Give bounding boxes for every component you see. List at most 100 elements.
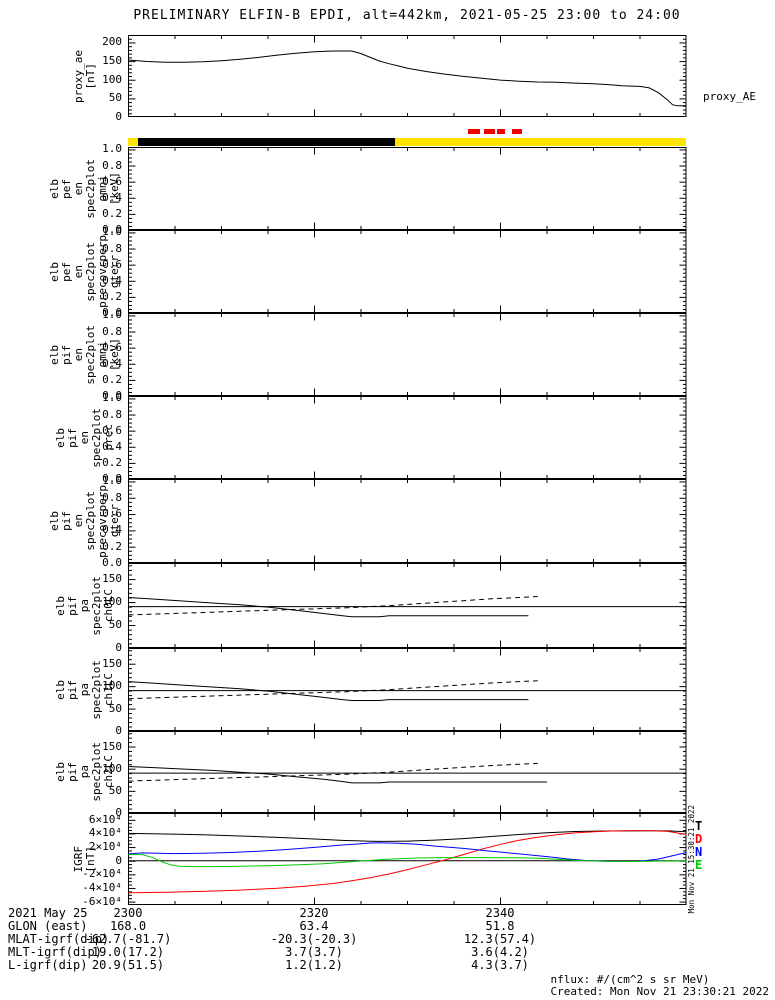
- legend-D: D: [695, 832, 703, 846]
- ytick-label-igrf: 2×10⁴: [88, 840, 122, 854]
- series-proxy_AE: [128, 50, 687, 107]
- panel-pef_precovrperp: [128, 230, 687, 313]
- footer: nflux: #/(cm^2 s sr MeV) Created: Mon No…: [550, 974, 769, 998]
- flag-red-dash: [512, 129, 523, 134]
- ytick-label-proxy_ae: 200: [102, 35, 122, 49]
- ytick-label-igrf: 6×10⁴: [88, 812, 122, 826]
- side-timestamp-text: Mon Nov 21 15:30:21 2022: [687, 804, 696, 914]
- ytick-label-pef_omni: 0.2: [102, 206, 122, 220]
- ytick-label-pef_precovrperp: 0.4: [102, 273, 122, 287]
- bottom-row-label: GLON (east): [8, 919, 88, 933]
- panel-ch0lc: [128, 563, 687, 648]
- bottom-row-value: 3.6(4.2): [471, 945, 529, 959]
- ytick-label-pif_prec: 0.8: [102, 407, 122, 421]
- ytick-label-pef_precovrperp: 0.2: [102, 289, 122, 303]
- bottom-row-value: 2340: [485, 906, 515, 920]
- ytick-label-proxy_ae: 100: [102, 72, 122, 86]
- ytick-label-ch1lc: 50: [108, 701, 122, 715]
- ytick-label-ch0lc: 100: [102, 595, 122, 609]
- ytick-label-pif_prec: 0.0: [102, 472, 122, 485]
- flag-bar-yellow: [128, 138, 686, 146]
- ytick-label-ch2lc: 100: [102, 761, 122, 775]
- ytick-label-proxy_ae: 0: [115, 110, 122, 123]
- ytick-label-pif_omni: 0.8: [102, 324, 122, 338]
- ytick-label-pif_prec: 0.6: [102, 423, 122, 437]
- panel-pif_precovrperp: [128, 479, 687, 563]
- bottom-row-value: 1.2(1.2): [285, 958, 343, 972]
- ytick-label-pif_precovrperp: 1.0: [102, 474, 122, 488]
- flag-red-dash: [468, 129, 480, 134]
- bottom-row-value: 168.0: [109, 919, 147, 933]
- ytick-label-ch0lc: 0: [115, 641, 122, 654]
- ytick-label-pif_precovrperp: 0.4: [102, 523, 122, 537]
- series-ch0-solid: [128, 597, 529, 618]
- ytick-label-pef_precovrperp: 1.0: [102, 225, 122, 239]
- ytick-label-pef_omni: 0.6: [102, 174, 122, 188]
- ytick-label-ch2lc: 50: [108, 783, 122, 797]
- bottom-row-label: MLAT-igrf(dip): [8, 932, 110, 946]
- ytick-label-ch1lc: 0: [115, 724, 122, 737]
- ytick-label-ch0lc: 150: [102, 572, 122, 586]
- series-ch1-dashed: [128, 680, 538, 700]
- ytick-label-pef_precovrperp: 0.6: [102, 257, 122, 271]
- ytick-label-ch1lc: 100: [102, 679, 122, 693]
- plot-title: PRELIMINARY ELFIN-B EPDI, alt=442km, 202…: [133, 8, 681, 23]
- ytick-label-proxy_ae: 150: [102, 54, 122, 68]
- panel-pef_omni: [128, 147, 687, 230]
- ytick-label-pif_omni: 0.4: [102, 356, 122, 370]
- ytick-label-pif_prec: 0.4: [102, 439, 122, 453]
- footer-units-label: nflux: #/(cm^2 s sr MeV): [550, 973, 710, 986]
- ytick-label-igrf: 0: [115, 853, 122, 867]
- ytick-label-pif_precovrperp: 0.8: [102, 490, 122, 504]
- footer-created-label: Created: Mon Nov 21 23:30:21 2022: [550, 985, 769, 998]
- proxy-ae-right-label: proxy_AE: [703, 90, 756, 103]
- side-timestamp: Mon Nov 21 15:30:21 2022: [687, 805, 696, 913]
- legend-N: N: [695, 845, 703, 859]
- panel-ch1lc: [128, 648, 687, 731]
- ytick-label-pif_precovrperp: 0.0: [102, 556, 122, 569]
- ytick-label-pif_precovrperp: 0.2: [102, 539, 122, 553]
- ytick-label-proxy_ae: 50: [108, 91, 122, 105]
- ytick-label-ch2lc: 150: [102, 739, 122, 753]
- ytick-label-pif_omni: 0.6: [102, 340, 122, 354]
- ytick-label-igrf: -6×10⁴: [82, 894, 122, 908]
- flag-red-dash: [484, 129, 496, 134]
- ytick-label-pef_omni: 0.8: [102, 158, 122, 172]
- bottom-row-value: 19.0(17.2): [91, 945, 165, 959]
- ytick-label-igrf: -2×10⁴: [82, 867, 122, 881]
- bottom-row-value: 2320: [299, 906, 329, 920]
- ytick-label-pif_omni: 0.2: [102, 372, 122, 386]
- bottom-row-value: 20.9(51.5): [91, 958, 165, 972]
- bottom-row-label: MLT-igrf(dip): [8, 945, 102, 959]
- series-ch2-dashed: [128, 762, 538, 782]
- panel-pif_omni: [128, 313, 687, 396]
- bottom-row-value: -20.3(-20.3): [270, 932, 358, 946]
- flag-red-dash: [497, 129, 505, 134]
- bottom-row-label: L-igrf(dip): [8, 958, 88, 972]
- series-T: [128, 830, 687, 842]
- ytick-label-pef_omni: 0.0: [102, 223, 122, 236]
- ytick-label-pif_omni: 1.0: [102, 308, 122, 322]
- bottom-row-value: 4.3(3.7): [471, 958, 529, 972]
- panel-proxy_ae: [128, 35, 687, 117]
- series-ch1-solid: [128, 681, 529, 701]
- ytick-label-pef_omni: 0.4: [102, 190, 122, 204]
- bottom-row-value: 12.3(57.4): [463, 932, 537, 946]
- ytick-label-pef_precovrperp: 0.0: [102, 306, 122, 319]
- bottom-row-value: -62.7(-81.7): [84, 932, 172, 946]
- ytick-label-igrf: 4×10⁴: [88, 826, 122, 840]
- bottom-row-value: 51.8: [485, 919, 515, 933]
- ytick-label-pif_omni: 0.0: [102, 389, 122, 402]
- ytick-label-ch2lc: 0: [115, 806, 122, 819]
- series-E: [128, 854, 687, 868]
- flag-bar-black: [138, 138, 395, 146]
- series-ch0-dashed: [128, 596, 538, 616]
- bottom-row-label: 2021 May 25: [8, 906, 88, 920]
- bottom-row-value: 3.7(3.7): [285, 945, 343, 959]
- bottom-row-value: 2300: [113, 906, 143, 920]
- ytick-label-igrf: -4×10⁴: [82, 880, 122, 894]
- legend-E: E: [695, 858, 703, 872]
- bottom-row-value: 63.4: [299, 919, 329, 933]
- panel-pif_prec: [128, 396, 687, 479]
